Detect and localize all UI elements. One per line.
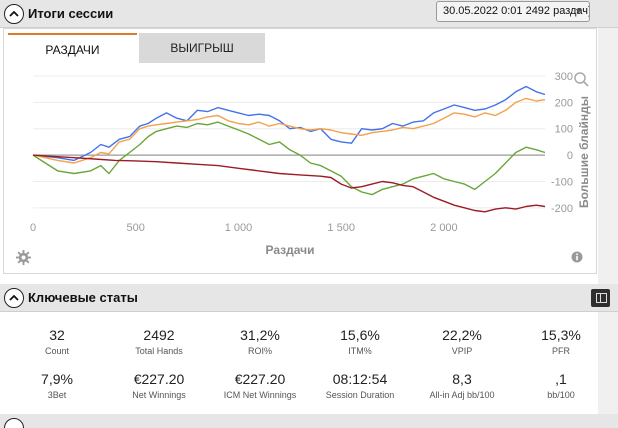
tab-hands[interactable]: РАЗДАЧИ bbox=[8, 33, 137, 63]
stat-label: Net Winnings bbox=[132, 390, 186, 400]
stat-value: 22,2% bbox=[442, 327, 482, 343]
stat-3bet: 7,9% 3Bet bbox=[2, 371, 112, 400]
stat-pfr: 15,3% PFR bbox=[506, 327, 616, 356]
stat-roi: 31,2% ROI% bbox=[205, 327, 315, 356]
stat-label: 3Bet bbox=[47, 390, 67, 400]
stat-label: VPIP bbox=[451, 346, 473, 356]
stat-value: 2492 bbox=[143, 327, 175, 343]
stat-label: Total Hands bbox=[135, 346, 183, 356]
key-stats-grid: 32 Count 2492 Total Hands 31,2% ROI% 15,… bbox=[0, 313, 598, 413]
x-tick-label: 0 bbox=[30, 222, 36, 234]
y-tick-label: 0 bbox=[567, 150, 573, 162]
stat-total-hands: 2492 Total Hands bbox=[104, 327, 214, 356]
stat-value: ,1 bbox=[555, 371, 567, 387]
stat-value: 8,3 bbox=[452, 371, 472, 387]
info-icon[interactable] bbox=[571, 251, 583, 263]
stat-allin-adj: 8,3 All-in Adj bb/100 bbox=[407, 371, 517, 400]
chevron-up-icon bbox=[9, 294, 19, 301]
layout-toggle-icon[interactable] bbox=[591, 289, 610, 307]
scrollbar[interactable] bbox=[598, 28, 618, 428]
x-tick-label: 500 bbox=[127, 222, 145, 234]
x-axis-label: Раздачи bbox=[266, 243, 315, 257]
x-tick-label: 1 000 bbox=[225, 222, 253, 234]
gear-icon[interactable] bbox=[16, 250, 31, 265]
collapse-key-stats-button[interactable] bbox=[4, 288, 24, 308]
key-stats-title: Ключевые статы bbox=[28, 290, 138, 305]
stat-value: 31,2% bbox=[240, 327, 280, 343]
stat-value: 08:12:54 bbox=[332, 371, 388, 387]
stat-label: Session Duration bbox=[325, 390, 395, 400]
y-tick-label: -200 bbox=[551, 203, 573, 215]
key-stats-header: Ключевые статы bbox=[0, 284, 618, 312]
collapse-session-button[interactable] bbox=[4, 4, 24, 24]
y-tick-label: 100 bbox=[555, 124, 573, 136]
next-section-header bbox=[0, 414, 618, 428]
stat-label: ICM Net Winnings bbox=[223, 390, 297, 400]
y-tick-label: 300 bbox=[555, 71, 573, 83]
y-tick-label: -100 bbox=[551, 176, 573, 188]
chevron-down-icon: ▼ bbox=[574, 6, 583, 16]
stat-session-duration: 08:12:54 Session Duration bbox=[305, 371, 415, 400]
y-tick-label: 200 bbox=[555, 97, 573, 109]
series-line-darkred bbox=[32, 154, 546, 213]
series-line-orange bbox=[32, 97, 546, 164]
stat-label: bb/100 bbox=[547, 390, 575, 400]
stat-label: PFR bbox=[552, 346, 570, 356]
stat-label: ROI% bbox=[247, 346, 272, 356]
collapse-next-section-button[interactable] bbox=[4, 418, 24, 428]
chevron-up-icon bbox=[9, 10, 19, 17]
stat-value: €227.20 bbox=[234, 371, 286, 387]
x-tick-label: 2 000 bbox=[430, 222, 458, 234]
series-line-green bbox=[32, 121, 546, 196]
stat-vpip: 22,2% VPIP bbox=[407, 327, 517, 356]
stat-label: Count bbox=[44, 346, 70, 356]
stat-label: ITM% bbox=[348, 346, 372, 356]
zoom-icon[interactable] bbox=[574, 72, 589, 87]
stat-value: 15,3% bbox=[541, 327, 581, 343]
session-header: Итоги сессии 30.05.2022 0:01 2492 раздач… bbox=[0, 0, 618, 28]
y-axis-label: Большие блайнды bbox=[577, 96, 591, 208]
stat-value: 15,6% bbox=[340, 327, 380, 343]
stat-value: €227.20 bbox=[133, 371, 185, 387]
stat-value: 7,9% bbox=[41, 371, 73, 387]
stat-icm-net-winnings: €227.20 ICM Net Winnings bbox=[205, 371, 315, 400]
tab-winnings[interactable]: ВЫИГРЫШ bbox=[139, 33, 265, 63]
chart: 300 200 100 0 -100 -200 0 500 1 000 1 500 2 000 Ра… bbox=[8, 64, 598, 274]
stat-net-winnings: €227.20 Net Winnings bbox=[104, 371, 214, 400]
session-title: Итоги сессии bbox=[28, 6, 114, 21]
stat-label: All-in Adj bb/100 bbox=[429, 390, 495, 400]
stat-itm: 15,6% ITM% bbox=[305, 327, 415, 356]
session-select[interactable]: 30.05.2022 0:01 2492 раздач) ▼ bbox=[436, 1, 590, 22]
stat-count: 32 Count bbox=[2, 327, 112, 356]
stat-bb100: ,1 bb/100 bbox=[506, 371, 616, 400]
stat-value: 32 bbox=[49, 327, 65, 343]
chart-panel bbox=[3, 28, 597, 274]
x-tick-label: 1 500 bbox=[327, 222, 355, 234]
session-select-value: 30.05.2022 0:01 2492 раздач) bbox=[443, 5, 590, 17]
